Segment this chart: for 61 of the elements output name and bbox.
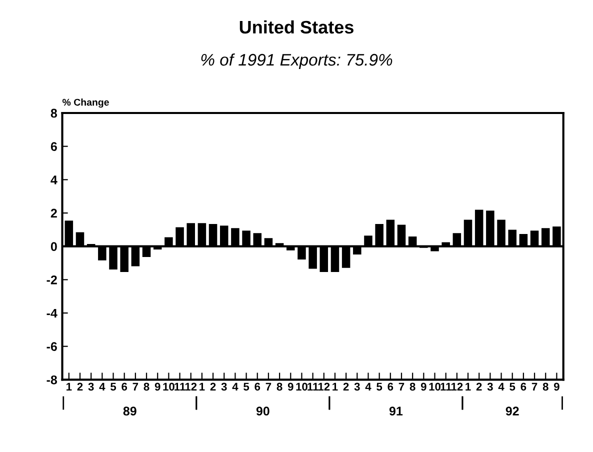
x-tick-label: 7 bbox=[398, 382, 404, 391]
x-tick-label: 9 bbox=[554, 382, 560, 391]
x-tick-label: 2 bbox=[210, 382, 216, 391]
x-tick-label: 12 bbox=[451, 382, 463, 391]
text: 89 bbox=[123, 406, 136, 416]
x-tick-label: 7 bbox=[266, 382, 272, 391]
x-tick-label: 7 bbox=[532, 382, 538, 391]
x-tick-label: 11 bbox=[440, 382, 452, 391]
x-tick-label: 9 bbox=[288, 382, 294, 391]
x-tick-label: 12 bbox=[185, 382, 197, 391]
y-tick-label: -6 bbox=[46, 342, 57, 351]
x-tick-label: 11 bbox=[174, 382, 186, 391]
y-tick-label: 4 bbox=[50, 176, 58, 184]
x-tick-label: 5 bbox=[510, 382, 516, 391]
x-tick-label: 4 bbox=[232, 382, 238, 391]
x-tick-label: 10 bbox=[429, 382, 440, 391]
x-tick-label: 4 bbox=[99, 382, 106, 391]
x-tick-label: 3 bbox=[487, 382, 493, 391]
x-tick-label: 2 bbox=[476, 382, 482, 391]
x-tick-label: 9 bbox=[420, 382, 426, 391]
x-tick-label: 5 bbox=[110, 382, 116, 391]
chart-title: United States bbox=[240, 20, 354, 34]
x-tick-label: 8 bbox=[276, 382, 282, 391]
x-tick-label: 5 bbox=[244, 382, 250, 391]
x-tick-label: 10 bbox=[163, 382, 174, 391]
text: 90 bbox=[256, 406, 270, 416]
x-tick-label: 6 bbox=[122, 382, 128, 391]
y-tick-label: 0 bbox=[50, 242, 57, 251]
x-tick-label: 8 bbox=[542, 382, 548, 391]
x-tick-label: 3 bbox=[88, 382, 94, 391]
x-tick-label: 12 bbox=[318, 382, 330, 391]
x-tick-label: 11 bbox=[308, 382, 318, 391]
x-tick-label: 1 bbox=[200, 382, 205, 391]
y-tick-label: -2 bbox=[46, 275, 57, 284]
y-tick-label: 6 bbox=[50, 142, 57, 151]
x-tick-label: 5 bbox=[376, 382, 382, 391]
x-tick-label: 4 bbox=[498, 382, 504, 391]
x-tick-label: 10 bbox=[296, 382, 308, 391]
text: 92 bbox=[506, 406, 519, 416]
x-tick-label: 3 bbox=[221, 382, 227, 391]
x-tick-label: 1 bbox=[466, 382, 471, 391]
y-axis-title: % Change bbox=[62, 98, 109, 108]
y-tick-label: -8 bbox=[46, 375, 58, 384]
x-tick-label: 7 bbox=[132, 382, 138, 391]
x-tick-label: 6 bbox=[388, 382, 394, 391]
x-tick-label: 3 bbox=[354, 382, 360, 391]
y-tick-label: 8 bbox=[50, 108, 58, 118]
x-tick-label: 8 bbox=[410, 382, 416, 391]
x-tick-label: 6 bbox=[254, 382, 260, 391]
chart-subtitle: % of 1991 Exports: 75.9% bbox=[201, 53, 392, 69]
x-tick-label: 4 bbox=[365, 382, 372, 391]
x-tick-label: 2 bbox=[343, 382, 349, 391]
text: 91 bbox=[389, 406, 403, 416]
x-tick-label: 1 bbox=[66, 382, 72, 391]
y-tick-label: -4 bbox=[46, 308, 58, 318]
x-tick-label: 8 bbox=[144, 382, 150, 391]
x-tick-label: 6 bbox=[520, 382, 526, 391]
x-tick-label: 2 bbox=[77, 382, 83, 391]
y-tick-label: 2 bbox=[50, 208, 57, 218]
x-tick-label: 1 bbox=[332, 382, 338, 391]
x-tick-label: 9 bbox=[154, 382, 160, 391]
